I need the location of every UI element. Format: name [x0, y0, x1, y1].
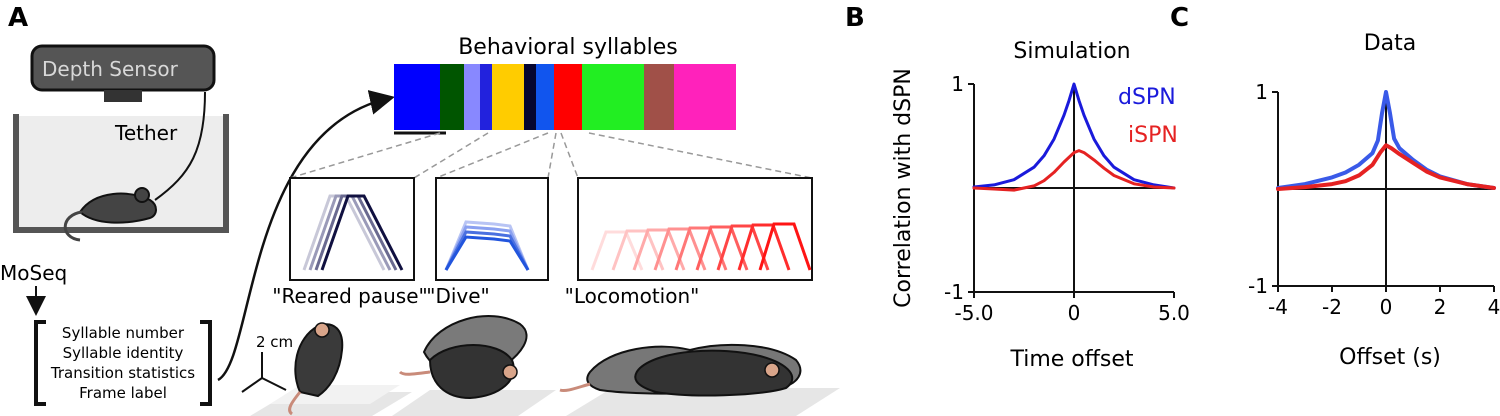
data-chart-title: Data: [1364, 31, 1417, 56]
locomotion-trace: [758, 222, 812, 271]
dive-trace: [444, 235, 530, 271]
syllable-block: [536, 64, 554, 130]
x-tick-label: -2: [1322, 295, 1342, 319]
sim-chart-title: Simulation: [1013, 39, 1130, 64]
syllable-block: [644, 64, 674, 130]
panel-letter-a: A: [8, 3, 28, 33]
syllable-bar: [394, 64, 736, 130]
dive-trace: [444, 230, 530, 271]
recording-rig: Depth Sensor Tether MoSeq Syllable numbe…: [0, 44, 395, 406]
scale-bar-label: 2 cm: [256, 333, 293, 351]
x-tick-label: 2: [1434, 295, 1447, 319]
simulation-chart: Simulation Correlation with dSPN Time of…: [891, 39, 1190, 372]
data-series: [1276, 90, 1496, 191]
mouse-locomotion-icon: [559, 343, 802, 397]
dive-traces: [444, 220, 530, 271]
mouse-icon: [63, 187, 157, 242]
mouse-reared-icon: [288, 322, 344, 416]
dive-trace: [444, 225, 530, 271]
output-frame-label: Frame label: [79, 384, 167, 402]
output-syllable-number: Syllable number: [62, 324, 185, 342]
moseq-label: MoSeq: [0, 261, 67, 285]
example-label-locomotion: "Locomotion": [565, 284, 700, 308]
sim-series: [972, 82, 1176, 192]
depth-sensor-mount: [104, 90, 142, 102]
zoom-lines: [289, 132, 813, 179]
y-tick-label: 1: [951, 72, 964, 96]
sim-chart-xlabel: Time offset: [1009, 347, 1133, 372]
locomotion-trace: [674, 226, 728, 271]
locomotion-trace: [611, 229, 665, 271]
series-line-1: [1276, 143, 1496, 191]
syllable-block: [492, 64, 524, 130]
sim-legend-dspn: dSPN: [1118, 85, 1176, 110]
data-chart: Data Offset (s) 1 -1-4 -2 0 2 4: [1248, 31, 1500, 370]
sim-legend-ispn: iSPN: [1128, 123, 1178, 148]
scale-axes: [241, 352, 287, 393]
example-label-reared: "Reared pause": [272, 284, 427, 308]
reared-trace: [320, 194, 404, 271]
example-box-reared: [289, 177, 415, 281]
output-bracket-left: [34, 320, 46, 406]
x-tick-label: -4: [1268, 295, 1288, 319]
syllable-block: [440, 64, 464, 130]
panel-letter-b: B: [845, 3, 865, 33]
output-syllable-identity: Syllable identity: [63, 344, 184, 362]
example-label-dive: "Dive": [426, 284, 490, 308]
locomotion-trace: [737, 223, 791, 271]
y-tick-label: -1: [1248, 274, 1268, 298]
syllable-block: [554, 64, 582, 130]
syllable-block: [394, 64, 440, 130]
output-transition-statistics: Transition statistics: [50, 364, 195, 382]
x-tick-label: -5.0: [954, 301, 993, 325]
y-tick-label: 1: [1255, 80, 1268, 104]
flow-arrow: [217, 90, 395, 382]
panel-letter-c: C: [1170, 3, 1189, 33]
locomotion-trace: [590, 230, 644, 271]
series-line-1: [972, 149, 1176, 192]
sim-axes: 1 -1-5.0 0 5.0: [944, 72, 1190, 325]
tether-cable: [154, 91, 206, 201]
depth-sensor-label: Depth Sensor: [42, 57, 179, 81]
reared-traces: [302, 194, 404, 271]
x-tick-label: 0: [1380, 295, 1393, 319]
data-axes: 1 -1-4 -2 0 2 4: [1248, 80, 1500, 319]
tether-label: Tether: [114, 121, 178, 145]
syllable-block: [582, 64, 644, 130]
locomotion-trace: [632, 228, 686, 271]
arena-walls: [13, 114, 229, 233]
x-tick-label: 5.0: [1158, 301, 1190, 325]
x-tick-label: 0: [1068, 301, 1081, 325]
syllable-block: [524, 64, 536, 130]
series-line-0: [972, 82, 1176, 190]
y-tick-label: -1: [944, 280, 964, 304]
syllable-block: [674, 64, 736, 130]
syllables-title: Behavioral syllables: [458, 35, 678, 60]
example-locomotion: "Locomotion": [565, 177, 813, 308]
locomotion-trace: [716, 224, 770, 271]
sim-chart-ylabel: Correlation with dSPN: [891, 68, 916, 308]
example-dive: "Dive": [426, 177, 549, 308]
locomotion-trace: [695, 225, 749, 271]
mouse-dive-icon: [398, 315, 528, 400]
syllable-block: [464, 64, 480, 130]
output-bracket-right: [200, 320, 212, 406]
syllable-block: [480, 64, 492, 130]
data-chart-xlabel: Offset (s): [1339, 345, 1441, 370]
locomotion-traces: [590, 222, 812, 271]
x-tick-label: 4: [1488, 295, 1500, 319]
locomotion-trace: [653, 227, 707, 271]
example-reared-pause: "Reared pause": [272, 177, 428, 308]
